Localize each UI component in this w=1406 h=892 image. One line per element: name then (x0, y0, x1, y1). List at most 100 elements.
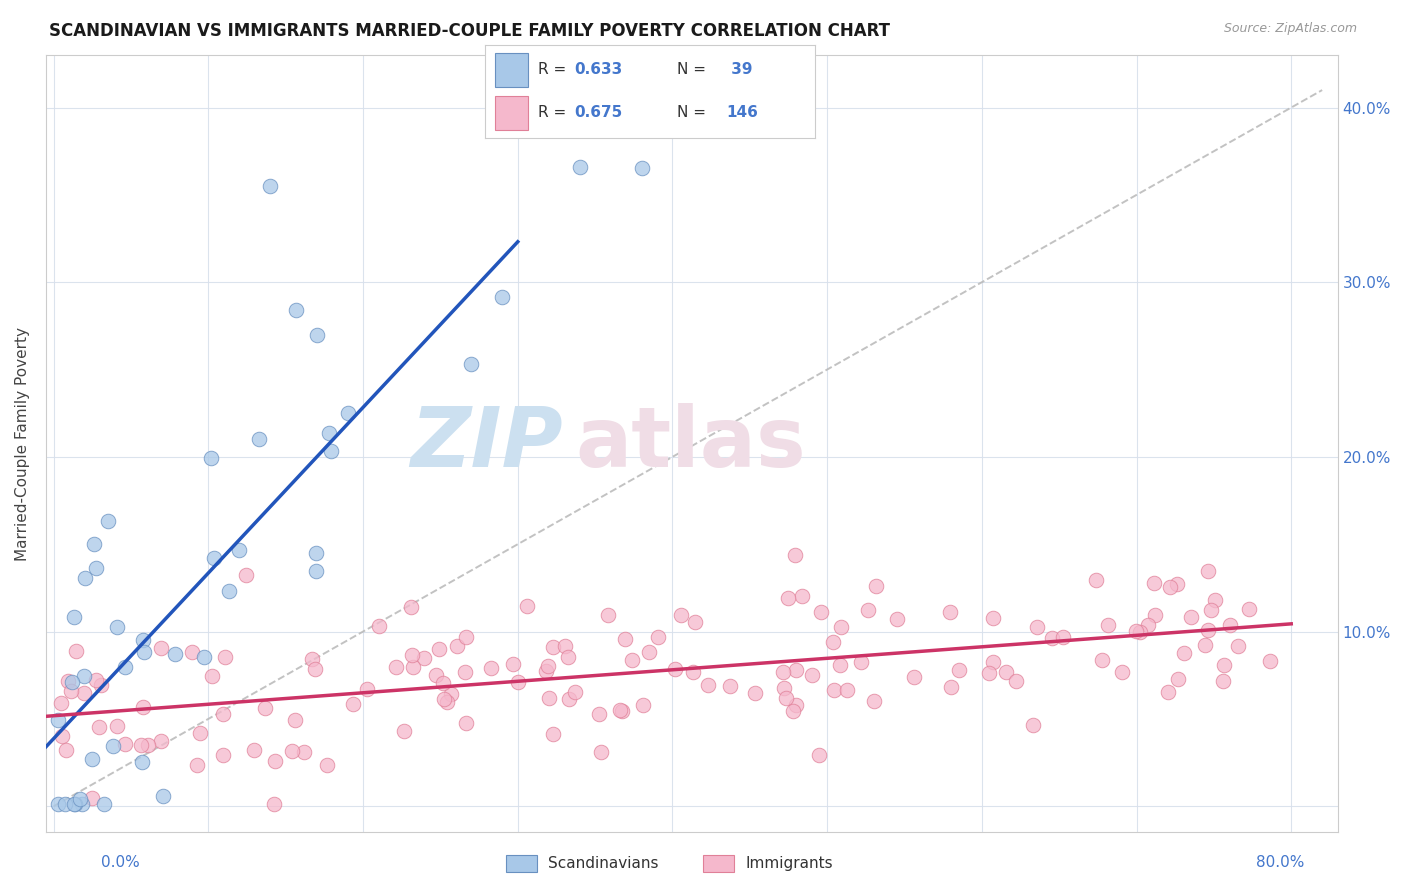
Point (744, 686, 766, 700)
Point (425, 668, 447, 682)
Point (1085, 574, 1108, 588)
Point (664, 662, 686, 676)
Point (446, 639, 468, 653)
Point (785, 663, 807, 677)
Point (84, 561, 107, 575)
Point (132, 632, 155, 647)
Point (479, 660, 502, 674)
Point (53, 797, 76, 812)
Point (336, 406, 359, 420)
Point (830, 619, 852, 633)
Point (1157, 685, 1180, 699)
Point (541, 726, 564, 740)
Point (1143, 608, 1166, 623)
Point (55, 743, 77, 757)
Point (785, 698, 807, 713)
Point (433, 692, 456, 706)
Point (243, 743, 266, 757)
Point (402, 660, 425, 674)
Text: 146: 146 (727, 105, 758, 120)
Point (1219, 618, 1241, 632)
Point (60, 684, 83, 698)
Point (1258, 654, 1281, 668)
Point (1143, 575, 1166, 590)
Point (284, 303, 307, 318)
Point (783, 548, 806, 562)
Point (1212, 658, 1234, 673)
Point (828, 657, 851, 672)
Text: atlas: atlas (575, 403, 806, 484)
Point (202, 551, 225, 566)
Text: ZIP: ZIP (411, 403, 562, 484)
Point (558, 691, 581, 706)
Point (778, 591, 800, 606)
Point (367, 618, 389, 632)
Point (284, 713, 307, 727)
Point (1025, 620, 1047, 634)
Point (90, 678, 112, 692)
Point (1091, 653, 1114, 667)
Point (316, 758, 339, 772)
Point (384, 659, 406, 673)
Point (948, 663, 970, 677)
Point (132, 645, 155, 659)
Point (772, 681, 794, 695)
Point (454, 630, 477, 644)
Point (49, 696, 72, 710)
Point (263, 797, 285, 812)
Point (865, 579, 887, 593)
Point (259, 179, 281, 194)
Point (543, 640, 565, 654)
Point (129, 738, 152, 752)
Point (1005, 673, 1028, 688)
Text: 0.633: 0.633 (574, 62, 623, 78)
Point (1159, 581, 1181, 595)
Point (82, 791, 104, 805)
Point (97, 514, 120, 528)
Point (807, 748, 830, 763)
Text: R =: R = (538, 105, 571, 120)
Point (682, 665, 704, 680)
Point (886, 612, 908, 626)
Text: R =: R = (538, 62, 571, 78)
Point (564, 685, 586, 699)
Point (502, 657, 524, 672)
Point (939, 605, 962, 619)
Point (506, 674, 529, 689)
Point (69, 792, 91, 806)
Point (46, 713, 69, 727)
Point (939, 680, 962, 694)
Point (1197, 624, 1219, 638)
Point (193, 650, 215, 665)
Point (1052, 630, 1074, 644)
Point (823, 682, 845, 697)
Point (1097, 618, 1119, 632)
Point (163, 647, 186, 661)
Point (304, 564, 326, 578)
Point (588, 706, 610, 721)
Point (1129, 624, 1152, 639)
Point (1166, 577, 1188, 591)
Point (152, 789, 174, 803)
Point (83, 537, 105, 551)
Point (73, 669, 96, 683)
Point (671, 607, 693, 622)
Point (149, 734, 172, 748)
Point (247, 432, 270, 446)
Point (319, 444, 342, 458)
Point (63, 610, 86, 624)
Point (801, 668, 824, 682)
Text: 39: 39 (727, 62, 752, 78)
Point (201, 669, 224, 683)
Point (638, 645, 661, 659)
Point (84, 673, 107, 688)
Point (995, 665, 1018, 679)
Point (537, 691, 560, 706)
Point (1199, 602, 1222, 616)
Text: 0.675: 0.675 (574, 105, 623, 120)
Point (1040, 632, 1063, 646)
Point (105, 718, 128, 732)
Point (51, 730, 73, 744)
Point (460, 357, 482, 371)
Point (73, 686, 96, 700)
